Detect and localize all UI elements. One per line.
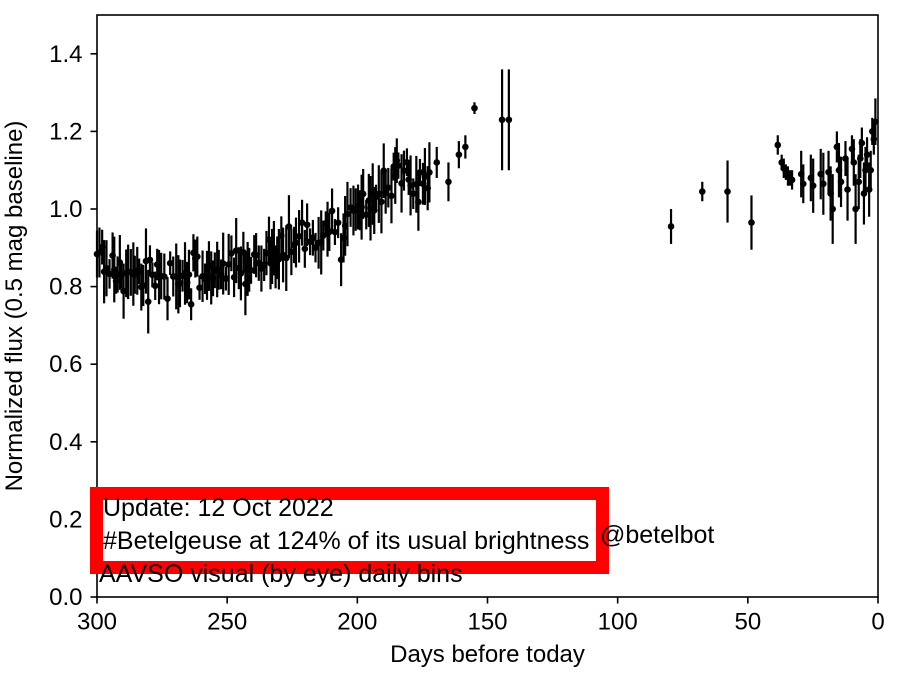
svg-text:0: 0 xyxy=(871,609,884,636)
svg-text:Days before today: Days before today xyxy=(390,641,585,668)
svg-text:0.2: 0.2 xyxy=(49,506,82,533)
svg-text:300: 300 xyxy=(77,609,117,636)
svg-text:50: 50 xyxy=(734,609,761,636)
svg-text:1.0: 1.0 xyxy=(49,196,82,223)
svg-text:0.8: 0.8 xyxy=(49,274,82,301)
svg-text:0.4: 0.4 xyxy=(49,429,82,456)
svg-text:200: 200 xyxy=(337,609,377,636)
svg-text:0.0: 0.0 xyxy=(49,584,82,611)
svg-text:1.2: 1.2 xyxy=(49,118,82,145)
svg-text:100: 100 xyxy=(598,609,638,636)
svg-text:150: 150 xyxy=(467,609,507,636)
svg-text:0.6: 0.6 xyxy=(49,351,82,378)
svg-text:1.4: 1.4 xyxy=(49,41,82,68)
svg-text:250: 250 xyxy=(207,609,247,636)
svg-text:Normalized flux (0.5 mag basel: Normalized flux (0.5 mag baseline) xyxy=(1,121,28,492)
